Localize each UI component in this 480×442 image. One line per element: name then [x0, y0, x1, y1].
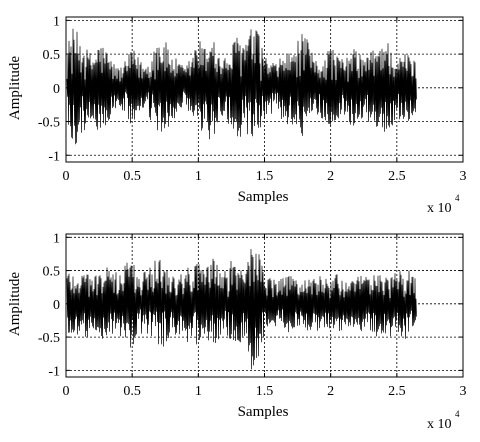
bottom-waveform-panel: 1 0.5 0 -0.5 -1 0 0.5 1 1.5 2 2.5 3 Ampl…: [7, 231, 467, 432]
bottom-xtick-label: 0: [63, 384, 70, 399]
bottom-ytick-label: -1: [48, 364, 60, 379]
top-xlabel: Samples: [238, 189, 289, 205]
top-xtick-label: 0.5: [123, 169, 141, 184]
top-ytick-label: -0.5: [38, 116, 60, 131]
bottom-ytick-label: -0.5: [38, 331, 60, 346]
bottom-xtick-label: 1.5: [256, 384, 274, 399]
top-x-multiplier: x 10: [427, 201, 452, 216]
top-ytick-label: 1: [53, 14, 60, 29]
top-waveform-line: [66, 28, 417, 145]
bottom-x-multiplier: x 10: [427, 417, 452, 432]
top-ylabel: Amplitude: [7, 56, 23, 121]
bottom-ytick-label: 0: [53, 298, 60, 313]
bottom-xtick-label: 1: [195, 384, 202, 399]
bottom-ytick-label: 1: [53, 231, 60, 246]
top-xtick-label: 1: [195, 169, 202, 184]
top-xtick-labels: 0 0.5 1 1.5 2 2.5 3: [63, 169, 467, 184]
bottom-ytick-labels: 1 0.5 0 -0.5 -1: [38, 231, 60, 379]
bottom-x-multiplier-exponent: 4: [455, 409, 460, 419]
top-ytick-label: 0.5: [43, 48, 61, 63]
bottom-xtick-labels: 0 0.5 1 1.5 2 2.5 3: [63, 384, 467, 399]
bottom-xlabel: Samples: [238, 404, 289, 420]
bottom-ylabel: Amplitude: [7, 272, 23, 337]
top-ytick-label: -1: [48, 149, 60, 164]
bottom-ytick-label: 0.5: [43, 265, 61, 280]
top-ticks: [65, 17, 464, 162]
bottom-xtick-label: 0.5: [123, 384, 141, 399]
top-xtick-label: 2: [327, 169, 334, 184]
top-ytick-labels: 1 0.5 0 -0.5 -1: [38, 14, 60, 164]
top-xtick-label: 3: [460, 169, 467, 184]
top-waveform-panel: 1 0.5 0 -0.5 -1 0 0.5 1 1.5 2 2.5 3 Ampl…: [7, 14, 467, 216]
top-xtick-label: 1.5: [256, 169, 274, 184]
bottom-xtick-label: 3: [460, 384, 467, 399]
bottom-ticks: [65, 234, 464, 377]
top-x-multiplier-exponent: 4: [455, 193, 460, 203]
bottom-xtick-label: 2.5: [388, 384, 406, 399]
bottom-xtick-label: 2: [327, 384, 334, 399]
top-ytick-label: 0: [53, 82, 60, 97]
bottom-waveform-line: [66, 249, 417, 370]
top-xtick-label: 0: [63, 169, 70, 184]
top-xtick-label: 2.5: [388, 169, 406, 184]
